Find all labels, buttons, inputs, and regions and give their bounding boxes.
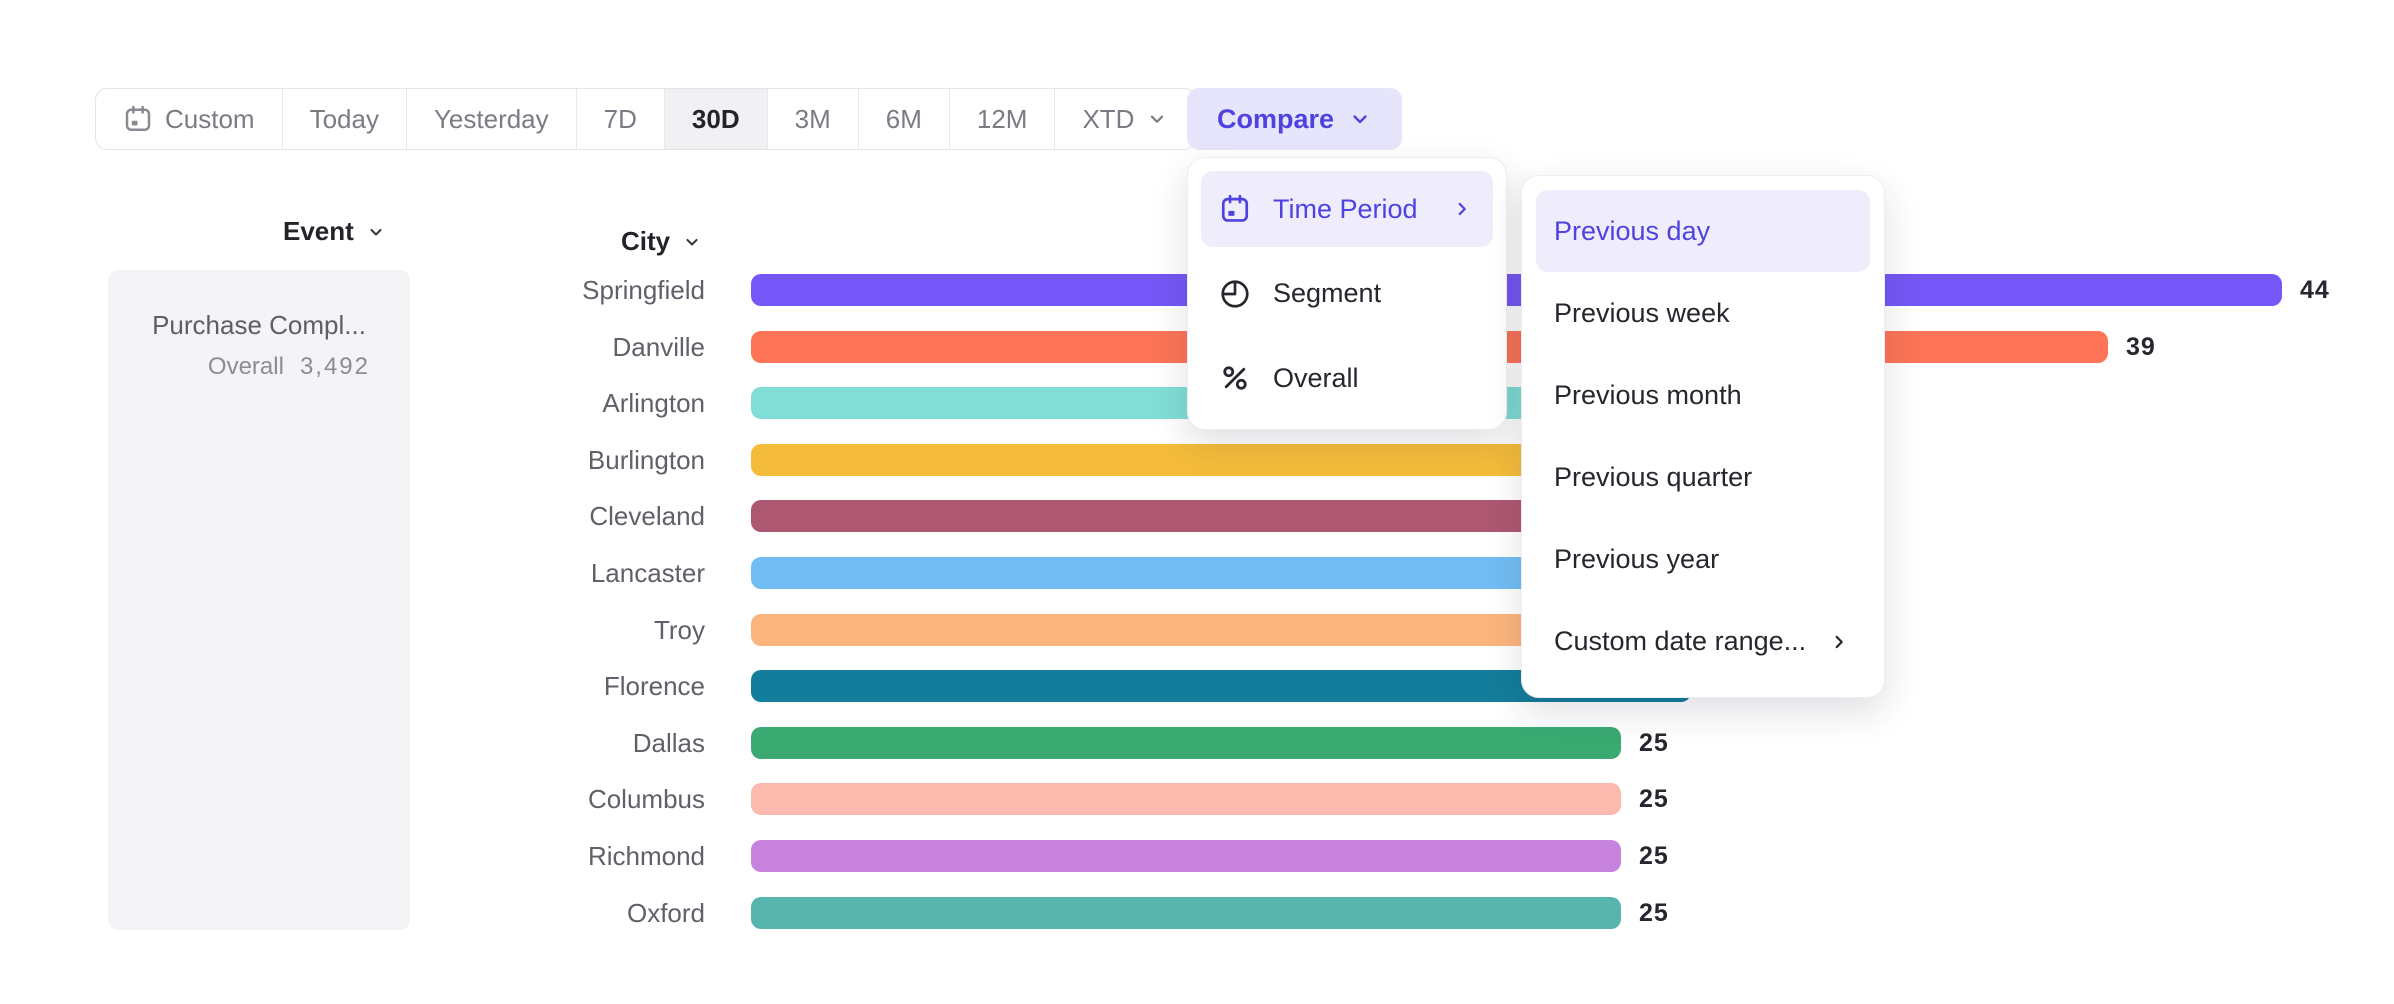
menu-item-label: Segment <box>1273 278 1382 308</box>
percent-icon <box>1219 362 1251 394</box>
event-overall-row: Overall 3,492 <box>108 353 410 381</box>
chevron-down-icon <box>682 232 702 252</box>
chart-row-burlington: Burlington <box>0 443 2394 476</box>
chart-row-dallas: Dallas 25 <box>0 726 2394 759</box>
bar-label: Arlington <box>602 388 705 419</box>
overall-value: 3,492 <box>299 353 370 380</box>
menu-item-label: Previous month <box>1554 379 1742 410</box>
event-name: Purchase Compl... <box>152 310 366 340</box>
compare-menu-item-overall[interactable]: Overall <box>1201 340 1493 416</box>
time-period-item-previous-quarter[interactable]: Previous quarter <box>1536 437 1870 519</box>
chart-row-cleveland: Cleveland <box>0 500 2394 533</box>
range-xtd[interactable]: XTD <box>1055 89 1195 149</box>
bar-label: Florence <box>603 671 705 702</box>
range-6m[interactable]: 6M <box>859 89 950 149</box>
menu-item-label: Previous week <box>1554 297 1730 328</box>
event-card[interactable]: Purchase Compl... Overall 3,492 <box>108 270 410 930</box>
date-range-toolbar: Custom Today Yesterday 7D 30D 3M 6M 12M XTD <box>95 88 1197 150</box>
chart-row-columbus: Columbus 25 <box>0 783 2394 816</box>
bar-dallas[interactable] <box>751 726 1621 759</box>
event-header-label: Event <box>283 216 354 246</box>
chart-row-springfield: Springfield 44 <box>0 274 2394 306</box>
time-period-item-previous-week[interactable]: Previous week <box>1536 272 1870 354</box>
bar-label: Springfield <box>582 275 705 305</box>
bar-oxford[interactable] <box>751 896 1621 929</box>
bar-label: Oxford <box>626 897 705 928</box>
range-3m[interactable]: 3M <box>768 89 859 149</box>
bar-label: Columbus <box>587 784 705 815</box>
menu-item-label: Previous day <box>1554 215 1711 246</box>
bar-value: 25 <box>1639 785 1669 814</box>
compare-menu-item-segment[interactable]: Segment <box>1201 256 1493 332</box>
menu-item-label: Previous quarter <box>1554 462 1753 493</box>
bar-label: Lancaster <box>590 558 705 588</box>
time-period-item-previous-year[interactable]: Previous year <box>1536 519 1870 601</box>
chart-row-oxford: Oxford 25 <box>0 896 2394 929</box>
compare-button[interactable]: Compare <box>1187 88 1403 150</box>
compare-label: Compare <box>1217 103 1335 134</box>
calendar-icon <box>123 104 153 134</box>
time-period-menu: Previous day Previous week Previous month P… <box>1521 175 1885 698</box>
range-label: 6M <box>885 103 922 134</box>
chevron-down-icon <box>366 222 386 242</box>
bar-label: Troy <box>653 614 705 645</box>
range-label: 12M <box>976 103 1028 134</box>
range-label: XTD <box>1082 103 1135 134</box>
bar-value: 39 <box>2126 332 2156 361</box>
time-period-item-previous-month[interactable]: Previous month <box>1536 354 1870 436</box>
bar-value: 25 <box>1639 842 1669 870</box>
bar-label: Burlington <box>587 444 705 475</box>
city-column-header[interactable]: City <box>621 226 702 257</box>
range-label: Yesterday <box>433 103 549 134</box>
calendar-icon <box>1219 193 1251 225</box>
range-label: 7D <box>603 103 637 134</box>
chart-row-richmond: Richmond 25 <box>0 840 2394 872</box>
menu-item-label: Previous year <box>1554 544 1720 575</box>
range-label: 30D <box>691 103 740 134</box>
range-label: 3M <box>794 103 831 134</box>
bar-value: 25 <box>1639 728 1669 757</box>
range-7d[interactable]: 7D <box>577 89 665 149</box>
chevron-right-icon <box>1828 631 1850 653</box>
compare-menu: Time Period Segment Overall <box>1187 157 1507 430</box>
overall-label: Overall <box>207 353 284 380</box>
bar-value: 25 <box>1639 898 1669 927</box>
bar-springfield[interactable] <box>751 274 2282 306</box>
bar-label: Richmond <box>587 841 705 871</box>
range-30d[interactable]: 30D <box>664 89 768 149</box>
menu-item-label: Time Period <box>1273 193 1418 224</box>
range-custom[interactable]: Custom <box>96 89 283 149</box>
segment-icon <box>1219 278 1251 310</box>
range-12m[interactable]: 12M <box>950 89 1056 149</box>
chart-row-troy: Troy <box>0 613 2394 646</box>
bar-richmond[interactable] <box>751 840 1621 872</box>
compare-menu-item-time-period[interactable]: Time Period <box>1201 171 1493 247</box>
chevron-right-icon <box>1451 198 1473 220</box>
chart-row-lancaster: Lancaster <box>0 557 2394 589</box>
menu-item-label: Custom date range... <box>1554 626 1807 657</box>
bar-label: Dallas <box>632 727 705 758</box>
chevron-down-icon <box>1348 107 1372 131</box>
time-period-item-previous-day[interactable]: Previous day <box>1536 190 1870 273</box>
range-yesterday[interactable]: Yesterday <box>407 89 577 149</box>
menu-item-label: Overall <box>1273 362 1359 393</box>
chart-row-florence: Florence <box>0 670 2394 703</box>
bar-label: Danville <box>612 331 706 362</box>
time-period-item-custom-date-range[interactable]: Custom date range... <box>1536 601 1870 683</box>
range-today[interactable]: Today <box>283 89 407 149</box>
bar-value: 44 <box>2300 276 2330 304</box>
city-header-label: City <box>621 226 671 256</box>
event-column-header[interactable]: Event <box>283 216 386 247</box>
bar-columbus[interactable] <box>751 783 1621 816</box>
bar-label: Cleveland <box>589 501 705 532</box>
chevron-down-icon <box>1146 108 1168 130</box>
range-label: Today <box>309 103 379 134</box>
range-label: Custom <box>165 103 255 134</box>
